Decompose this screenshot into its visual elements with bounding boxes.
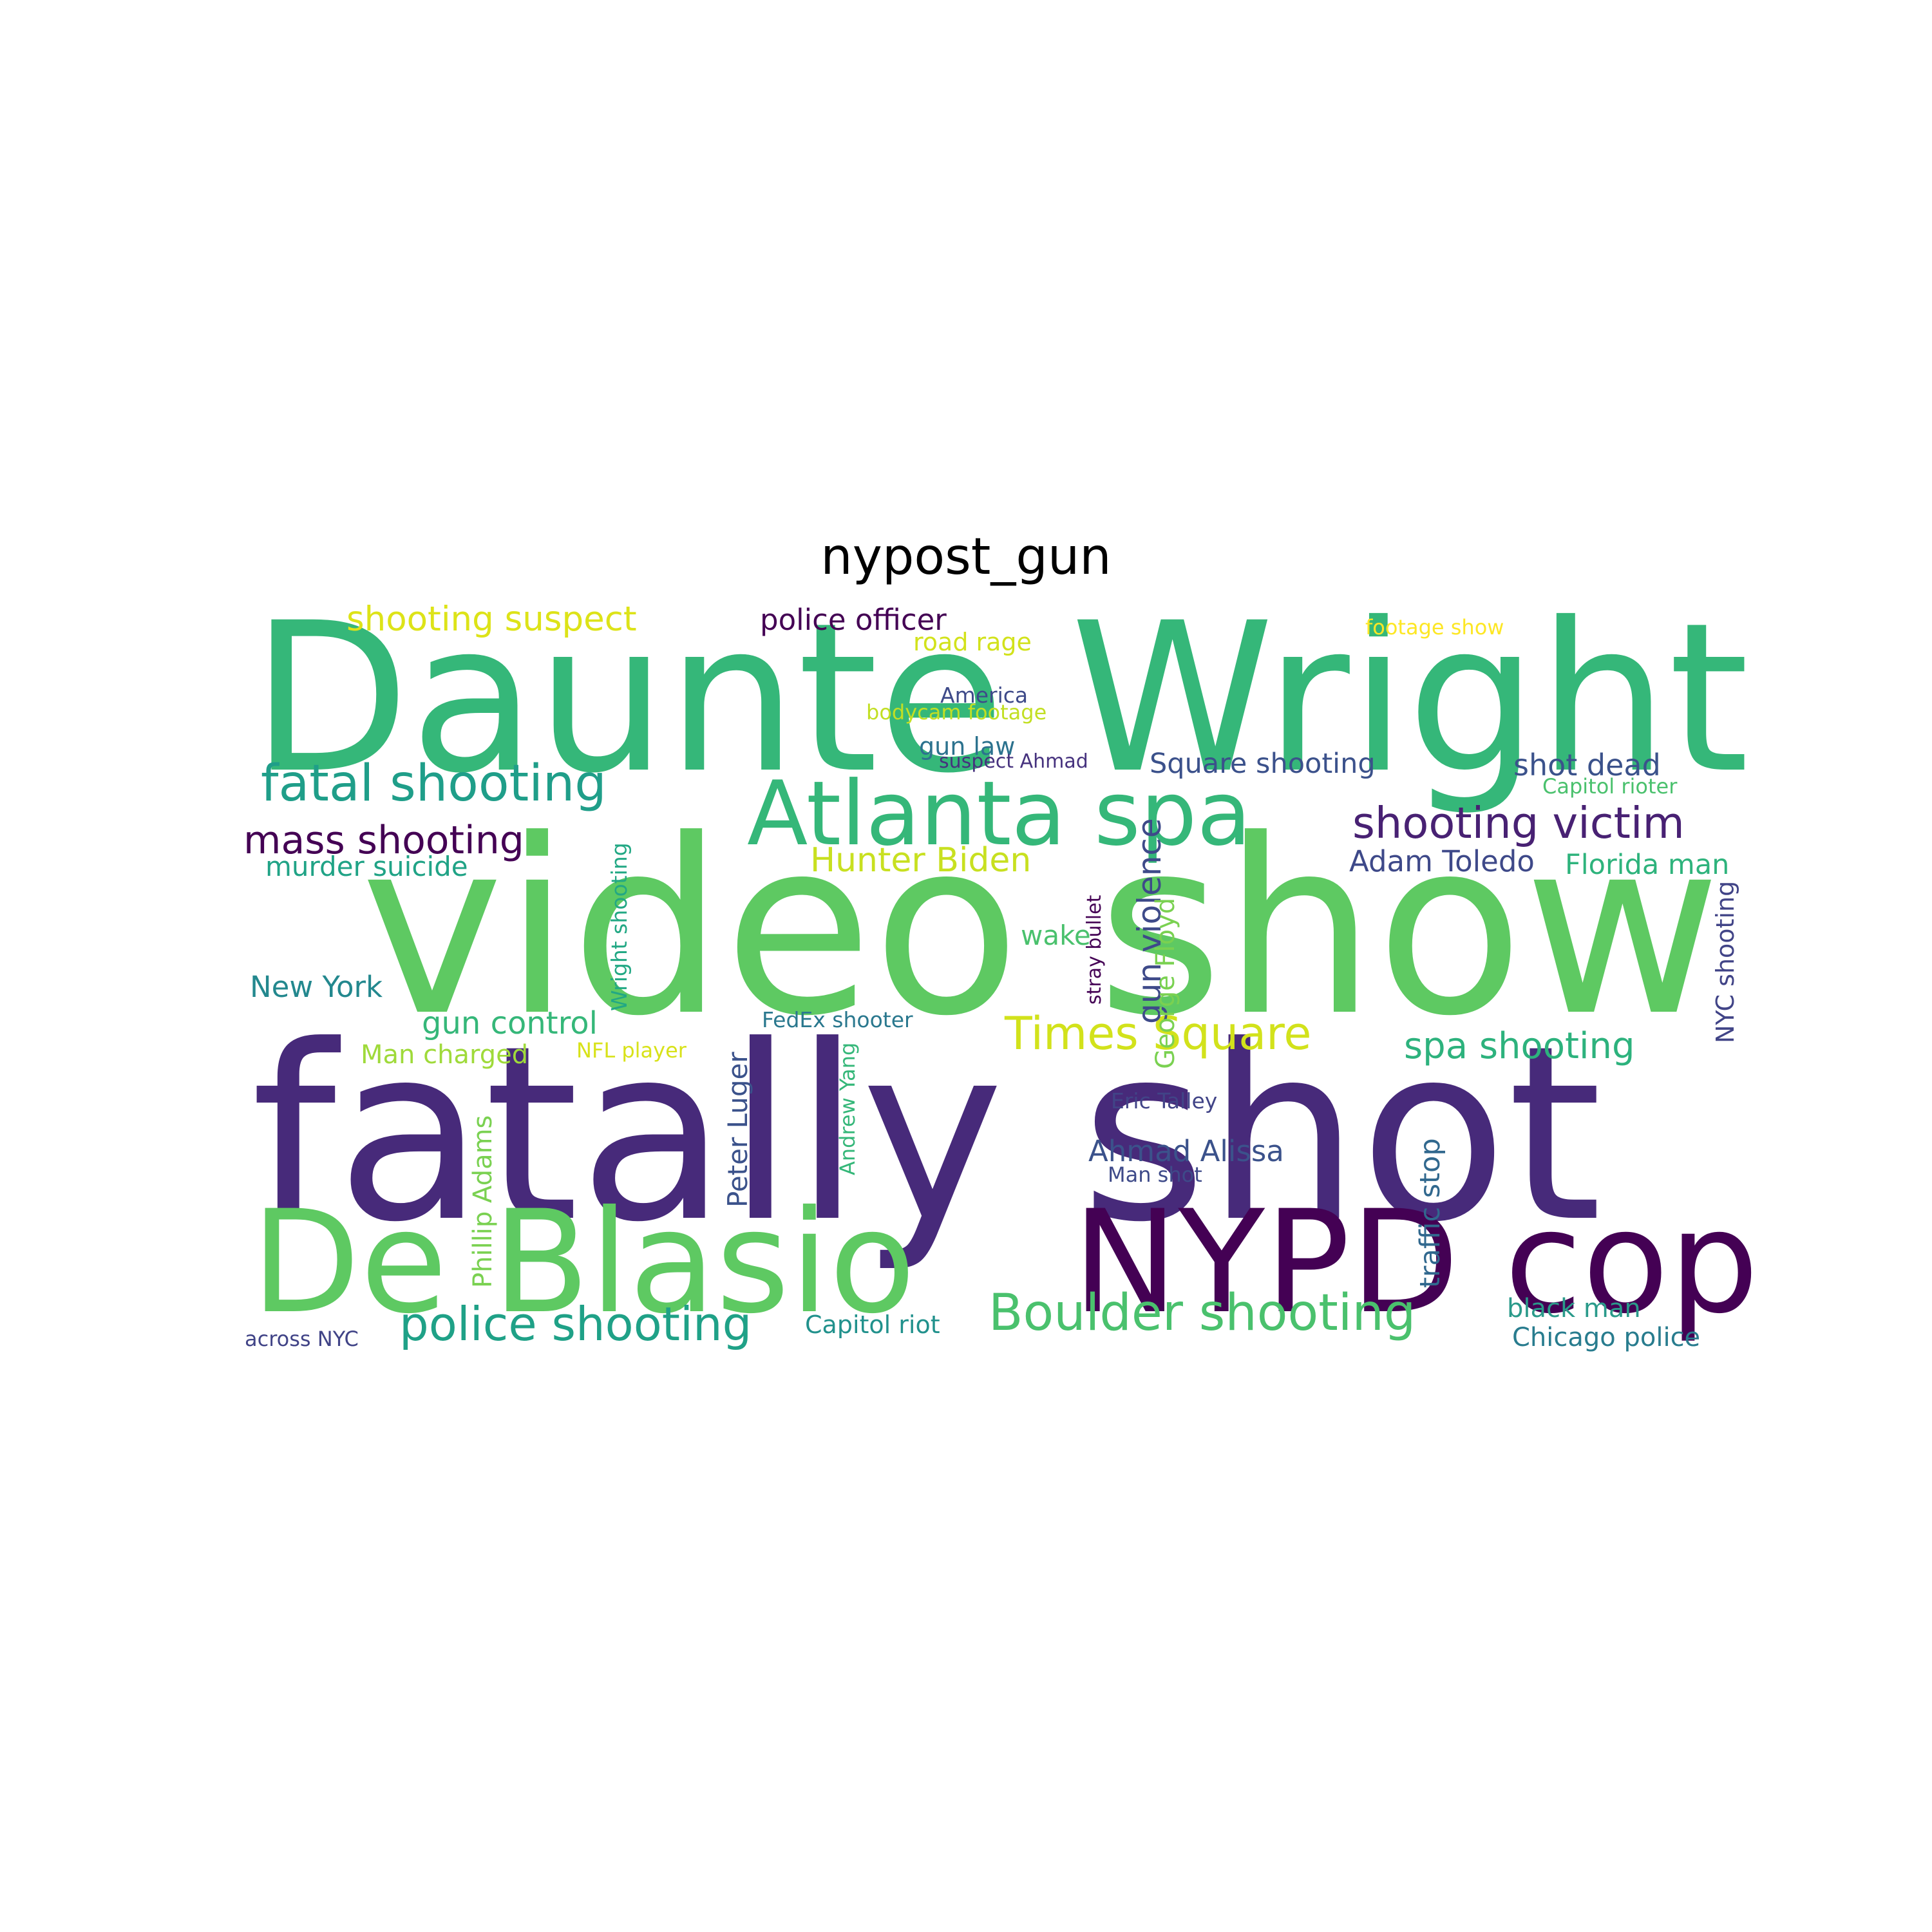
word-capitol-rioter: Capitol rioter [1542,774,1678,799]
word-eric-talley: Eric Talley [1111,1088,1218,1113]
word-nypd-cop: NYPD cop [1072,1180,1759,1345]
word-times-square: Times Square [1005,1007,1312,1060]
word-gun-law: gun law [919,732,1016,761]
word-capitol-riot: Capitol riot [805,1311,940,1339]
word-shot-dead: shot dead [1513,748,1661,782]
word-new-york: New York [250,970,383,1004]
word-mass-shooting: mass shooting [243,818,524,863]
word-bodycam-footage: bodycam footage [866,700,1047,724]
word-video-show: video show [361,788,1721,1069]
word-shooting-suspect: shooting suspect [346,600,637,639]
word-man-charged: Man charged [361,1040,529,1070]
word-footage-show: footage show [1365,615,1504,639]
word-daunte-wright: Daunte Wright [251,579,1750,819]
word-traffic-stop: traffic stop [1414,1138,1446,1288]
word-spa-shooting: spa shooting [1404,1025,1635,1067]
word-black-man: black man [1507,1294,1641,1323]
word-wake: wake [1021,920,1091,951]
word-police-shooting: police shooting [399,1297,752,1351]
word-fatal-shooting: fatal shooting [261,755,607,813]
word-america: America [940,683,1028,708]
word-gun-control: gun control [422,1005,598,1041]
word-nfl-player: NFL player [576,1038,687,1063]
word-phillip-adams: Phillip Adams [468,1115,498,1288]
word-de-blasio: De Blasio [251,1180,916,1345]
word-across-nyc: across NYC [245,1327,359,1351]
word-ahmad-alissa: Ahmad Alissa [1088,1134,1284,1168]
word-andrew-yang: Andrew Yang [835,1042,860,1175]
word-hunter-biden: Hunter Biden [810,841,1032,880]
word-florida-man: Florida man [1565,849,1730,881]
word-square-shooting: Square shooting [1150,748,1376,780]
word-man-shot: Man shot [1108,1162,1202,1187]
word-stray-bullet: stray bullet [1083,895,1106,1005]
word-adam-toledo: Adam Toledo [1349,844,1535,878]
word-chicago-police: Chicago police [1512,1323,1701,1352]
word-fatally-shot: fatally shot [251,994,1602,1275]
word-wright-shooting: Wright shooting [607,842,632,1011]
word-shooting-victim: shooting victim [1352,798,1685,848]
word-cloud-title: nypost_gun [820,528,1112,586]
word-nyc-shooting: NYC shooting [1711,880,1739,1043]
word-road-rage: road rage [913,628,1032,656]
word-peter-luger: Peter Luger [722,1052,753,1208]
word-suspect-ahmad: suspect Ahmad [939,750,1088,773]
word-atlanta-spa: Atlanta spa [747,762,1252,866]
word-murder-suicide: murder suicide [265,851,468,882]
word-police-officer: police officer [760,603,947,637]
word-boulder-shooting: Boulder shooting [989,1284,1416,1342]
word-fedex-shooter: FedEx shooter [762,1007,913,1032]
word-george-floyd: George Floyd [1151,897,1180,1069]
